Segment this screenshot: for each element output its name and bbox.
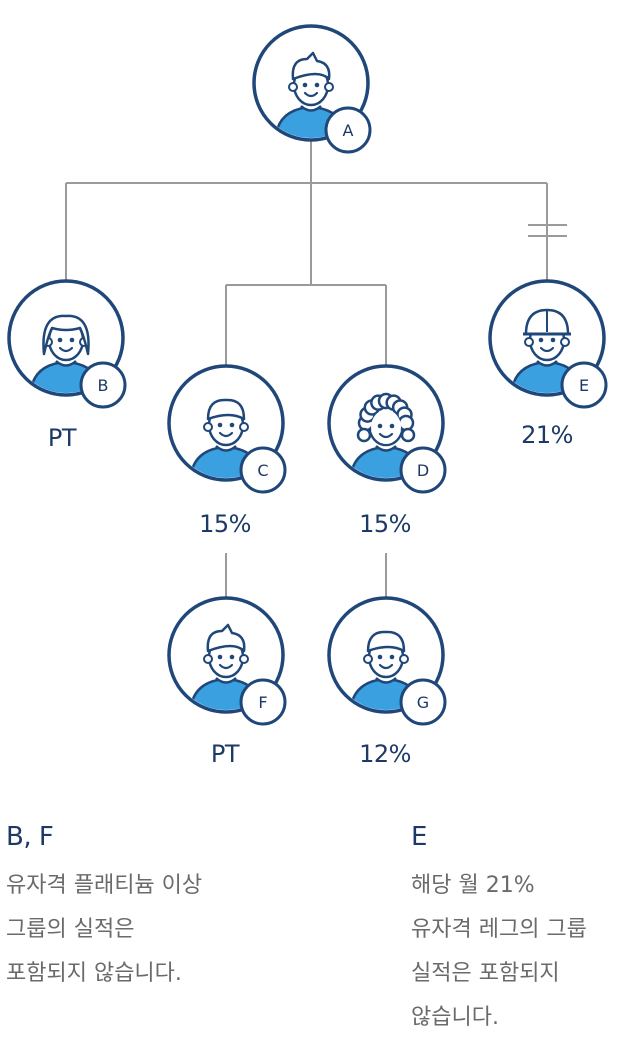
person-node-C: C — [169, 366, 285, 492]
badge-letter: A — [343, 121, 354, 140]
note-e: E 해당 월 21% 유자격 레그의 그룹 실적은 포함되지 않습니다. — [411, 822, 587, 1040]
badge-E: E — [562, 363, 606, 407]
person-node-F: F — [169, 598, 285, 724]
node-label-C: 15% — [165, 510, 285, 538]
org-tree-diagram: A B C D E F G — [0, 0, 620, 800]
person-node-G: G — [329, 598, 445, 724]
note-e-line: 않습니다. — [411, 996, 587, 1040]
note-bf-line: 유자격 플래티늄 이상 — [6, 864, 202, 908]
badge-C: C — [241, 448, 285, 492]
person-node-A: A — [254, 26, 370, 152]
badge-F: F — [241, 680, 285, 724]
node-label-F: PT — [165, 740, 285, 768]
node-label-D: 15% — [325, 510, 445, 538]
badge-G: G — [401, 680, 445, 724]
badge-D: D — [401, 448, 445, 492]
connector-lines — [66, 140, 547, 598]
badge-letter: E — [579, 376, 589, 395]
badge-letter: B — [98, 376, 109, 395]
person-node-E: E — [490, 281, 606, 407]
badge-letter: D — [417, 461, 429, 480]
badge-letter: G — [417, 693, 429, 712]
person-node-B: B — [9, 281, 125, 407]
note-bf: B, F 유자격 플래티늄 이상 그룹의 실적은 포함되지 않습니다. — [6, 822, 202, 996]
badge-A: A — [326, 108, 370, 152]
note-e-line: 실적은 포함되지 — [411, 952, 587, 996]
note-bf-title: B, F — [6, 822, 202, 852]
node-label-B: PT — [2, 424, 122, 452]
badge-letter: F — [258, 693, 267, 712]
note-e-title: E — [411, 822, 587, 852]
person-node-D: D — [329, 366, 445, 492]
node-label-G: 12% — [325, 740, 445, 768]
note-bf-line: 포함되지 않습니다. — [6, 952, 202, 996]
note-bf-line: 그룹의 실적은 — [6, 908, 202, 952]
badge-letter: C — [257, 461, 268, 480]
note-e-line: 유자격 레그의 그룹 — [411, 908, 587, 952]
badge-B: B — [81, 363, 125, 407]
node-label-E: 21% — [487, 421, 607, 449]
note-e-line: 해당 월 21% — [411, 864, 587, 908]
